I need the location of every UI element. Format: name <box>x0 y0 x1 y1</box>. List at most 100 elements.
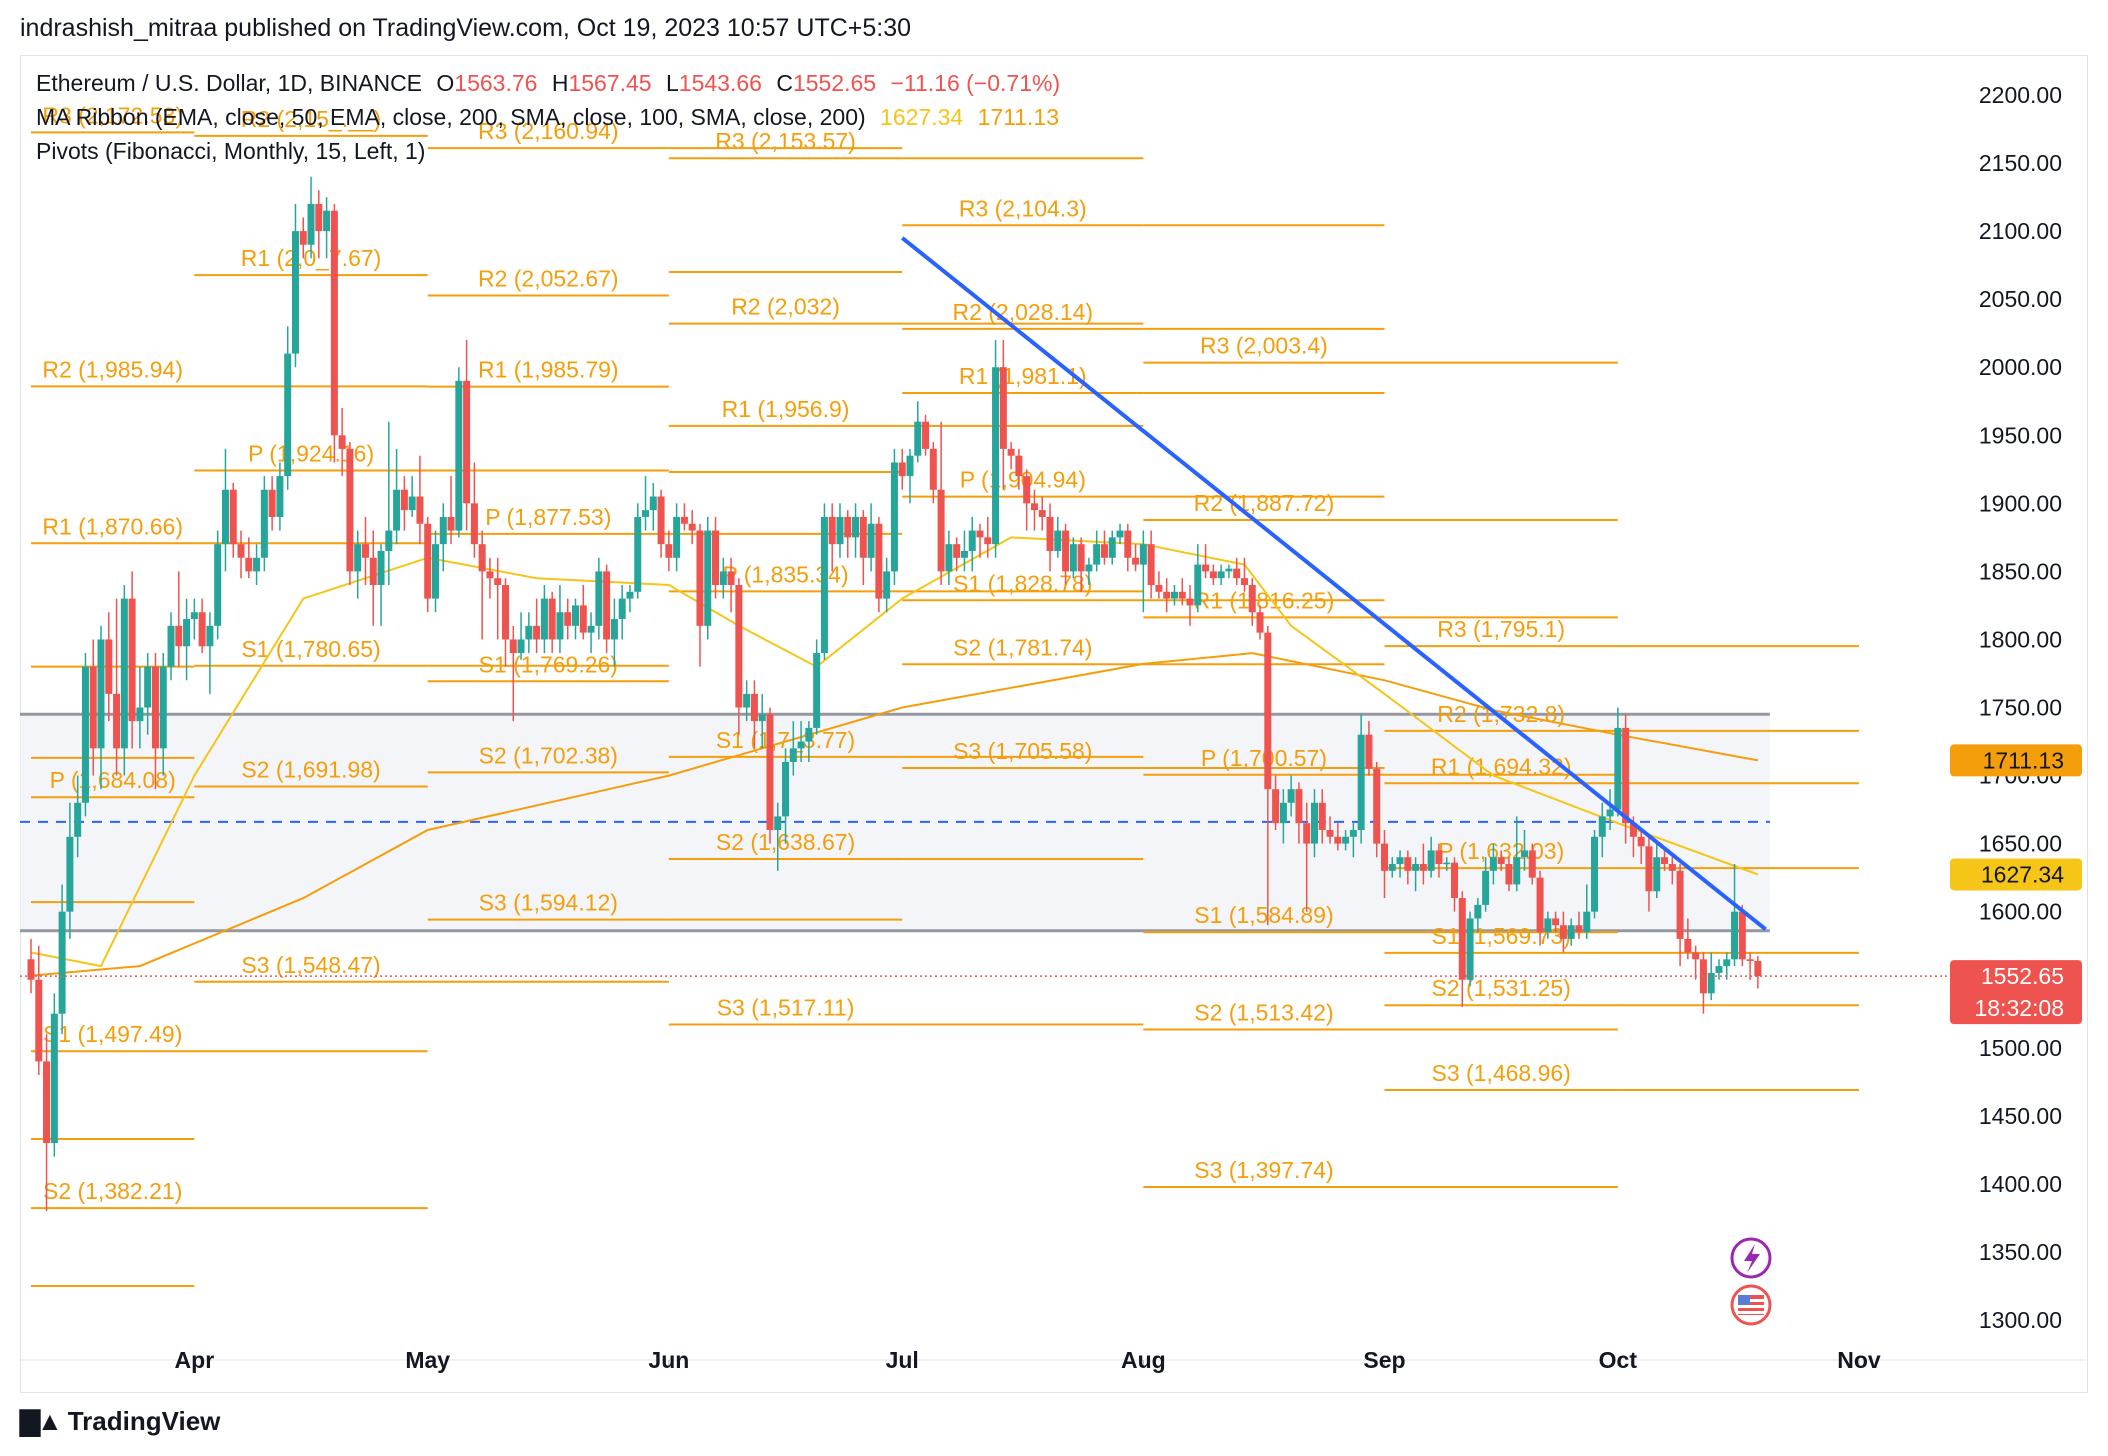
candle-up <box>1349 830 1357 837</box>
pivot-label: S3 (1,548.47) <box>241 952 380 978</box>
candle-down <box>1637 836 1645 847</box>
candle-up <box>183 619 191 647</box>
candle-down <box>1575 925 1583 933</box>
tradingview-brand: TradingView <box>67 1406 221 1436</box>
legend-symbol[interactable]: Ethereum / U.S. Dollar, 1D, BINANCE <box>36 70 423 96</box>
candle-up <box>1614 727 1622 810</box>
candle-up <box>758 714 766 722</box>
candle-up <box>1521 850 1529 858</box>
candle-up <box>1427 850 1435 871</box>
pivot-label: P (1,924.16) <box>248 440 374 466</box>
candle-up <box>136 707 144 722</box>
candle-up <box>385 530 393 551</box>
legend-pivots-row[interactable]: Pivots (Fibonacci, Monthly, 15, Left, 1) <box>36 138 433 165</box>
time-tick-label: Apr <box>175 1347 215 1373</box>
price-axis[interactable]: 2200.00 2150.00 2100.00 2050.00 2000.00 1950.… <box>1979 82 2062 1333</box>
candle-down <box>1264 632 1272 790</box>
candle-up <box>1388 864 1396 871</box>
candle-up <box>797 741 805 749</box>
candle-up <box>1567 925 1575 939</box>
candle-up <box>587 625 595 633</box>
candle-up <box>836 516 844 545</box>
price-badge-value: 1552.65 <box>1981 963 2064 989</box>
candle-down <box>346 448 354 572</box>
candle-down <box>1209 571 1217 579</box>
candle-up <box>883 571 891 599</box>
tradingview-logo[interactable]: ▇▲ TradingView <box>20 1406 220 1437</box>
candle-down <box>548 598 556 640</box>
candle-down <box>1419 864 1427 871</box>
pivot-label: S1 (1,769.26) <box>479 651 618 677</box>
candle-down <box>1536 877 1544 933</box>
candle-down <box>1077 544 1085 572</box>
high-value: 1567.45 <box>568 70 652 96</box>
candle-down <box>1178 591 1186 599</box>
pivot-label: R1 (1,870.66) <box>42 513 183 539</box>
candle-down <box>229 489 237 545</box>
price-badge-value: 1627.34 <box>1981 861 2064 887</box>
candle-down <box>603 571 611 640</box>
candle-down <box>579 605 587 633</box>
candle-down <box>696 530 704 626</box>
candle-up <box>626 591 634 599</box>
candle-up <box>618 598 626 620</box>
chart-event-icons[interactable] <box>1730 1237 1772 1326</box>
time-tick-label: May <box>405 1347 450 1373</box>
close-label: C <box>776 70 793 96</box>
candle-down <box>1380 843 1388 871</box>
candle-up <box>1357 734 1365 830</box>
candle-down <box>175 625 183 647</box>
candle-down <box>828 516 836 545</box>
time-tick-label: Aug <box>1121 1347 1166 1373</box>
time-tick-label: Nov <box>1837 1347 1881 1373</box>
candle-down <box>1699 959 1707 994</box>
pivot-label: R2 (2,052.67) <box>478 266 619 292</box>
time-axis[interactable]: Apr May Jun Jul Aug Sep Oct Nov <box>20 1347 2088 1373</box>
us-flag-event-icon[interactable] <box>1730 1284 1772 1326</box>
open-label: O <box>436 70 455 96</box>
candle-up <box>1085 564 1093 572</box>
candle-down <box>1248 585 1256 613</box>
lightning-icon[interactable] <box>1730 1237 1772 1279</box>
candle-up <box>97 639 105 749</box>
candle-down <box>1132 557 1140 565</box>
candle-down <box>1684 938 1692 953</box>
pivot-label: R3 (2,153.57) <box>715 128 856 154</box>
candle-down <box>665 544 673 558</box>
range-box <box>20 712 1770 933</box>
candle-down <box>1528 850 1536 878</box>
candle-up <box>1715 966 1723 973</box>
legend-ma-ribbon-row[interactable]: MA Ribbon (EMA, close, 50, EMA, close, 2… <box>36 104 1067 131</box>
candle-up <box>556 612 564 640</box>
candle-up <box>673 516 681 558</box>
candle-up <box>719 571 727 585</box>
trendline-drawing[interactable] <box>20 236 1950 977</box>
candle-down <box>1404 857 1412 871</box>
price-tick-label: 2200.00 <box>1979 82 2062 108</box>
candle-up <box>867 523 875 558</box>
candle-up <box>774 816 782 830</box>
candle-up <box>284 353 292 477</box>
candle-up <box>167 625 175 667</box>
candle-up <box>610 619 618 640</box>
pivot-label: P (1,835.34) <box>722 561 848 587</box>
candle-down <box>1746 959 1754 961</box>
price-tick-label: 1450.00 <box>1979 1103 2062 1129</box>
low-value: 1543.66 <box>678 70 762 96</box>
pivot-label: S3 (1,594.12) <box>479 890 618 916</box>
candle-down <box>1023 476 1031 504</box>
candle-down <box>1692 952 1700 960</box>
candle-up <box>1116 530 1124 538</box>
candle-down <box>1163 591 1171 599</box>
pivot-label: R2 (1,732.8) <box>1437 701 1565 727</box>
pivot-label: P (1,904.94) <box>960 467 1086 493</box>
candle-down <box>1645 846 1653 892</box>
candle-down <box>369 557 377 585</box>
price-tick-label: 1900.00 <box>1979 490 2062 516</box>
pivot-label: R2 (1,985.94) <box>42 356 183 382</box>
candle-up <box>572 605 580 626</box>
candle-down <box>361 544 369 558</box>
pivot-label: S3 (1,468.96) <box>1431 1060 1570 1086</box>
candle-up <box>1707 972 1715 994</box>
